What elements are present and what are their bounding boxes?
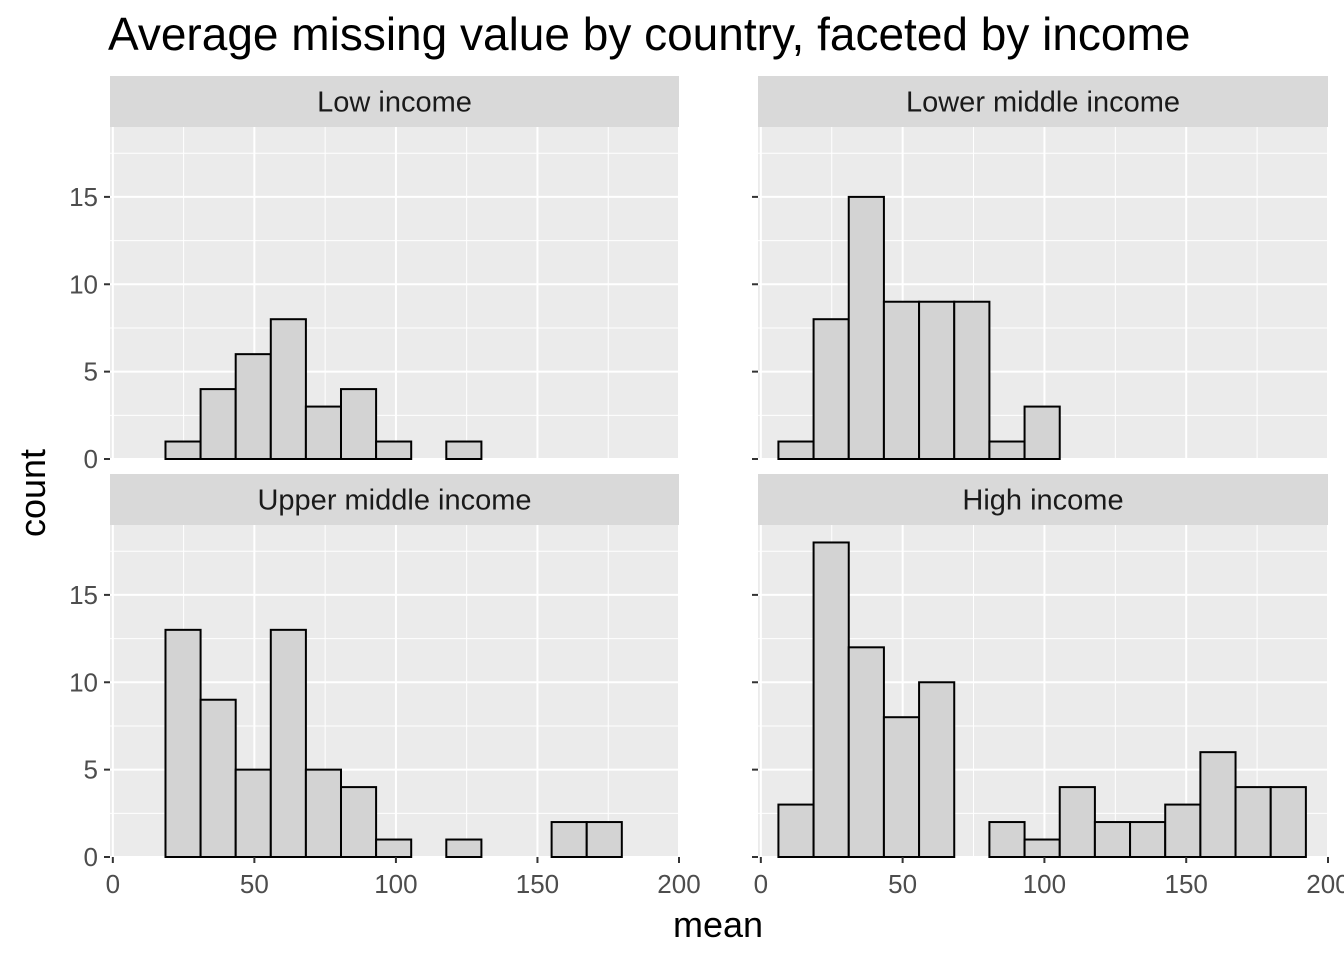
histogram-bar (1093, 821, 1132, 858)
histogram-bar (777, 803, 815, 858)
histogram-bar (199, 388, 237, 460)
x-tick-label: 200 (1306, 869, 1344, 899)
histogram-bar (199, 698, 237, 858)
histogram-bar (1058, 786, 1096, 859)
histogram-bar (585, 821, 623, 858)
histogram-bar (234, 353, 272, 460)
histogram-bar (918, 300, 956, 460)
facet-strip-label: High income (962, 485, 1123, 517)
y-tick-label: 0 (84, 444, 98, 474)
x-tick-label: 200 (657, 869, 700, 899)
histogram-bar (304, 768, 342, 859)
histogram-bar (812, 541, 850, 858)
histogram-bar (375, 440, 413, 460)
histogram-bar (1023, 405, 1061, 460)
histogram-bar (847, 195, 885, 460)
facet-panel: Lower middle income (758, 76, 1329, 461)
facet-panels: Low income Lower middle income Upper middl… (110, 76, 1329, 859)
facet-panel: Low income (110, 76, 680, 461)
histogram-bar (953, 300, 991, 460)
y-tick-label: 10 (69, 667, 98, 697)
facet-strip-label: Upper middle income (257, 485, 531, 517)
histogram-bar (1023, 838, 1061, 858)
chart-title: Average missing value by country, facete… (108, 8, 1190, 60)
histogram-bar (164, 440, 202, 460)
x-tick-label: 0 (106, 869, 120, 899)
facet-strip-label: Low income (317, 87, 472, 119)
histogram-bar (164, 628, 202, 858)
histogram-bar (445, 838, 483, 858)
histogram-bar (1269, 786, 1307, 859)
histogram-bar (882, 300, 921, 460)
y-tick-label: 15 (69, 182, 98, 212)
histogram-bar (1234, 786, 1272, 859)
histogram-bar (777, 440, 815, 460)
histogram-bar (339, 786, 378, 859)
y-tick-label: 10 (69, 269, 98, 299)
x-axis-title: mean (673, 904, 763, 945)
y-axis-title: count (12, 449, 53, 537)
facet-strip-label: Lower middle income (906, 87, 1180, 119)
histogram-bar (304, 405, 342, 460)
histogram-bar (918, 681, 956, 859)
y-tick-label: 15 (69, 580, 98, 610)
facet-strip (110, 76, 679, 127)
histogram-bar (988, 821, 1026, 858)
histogram-bar (1164, 803, 1202, 858)
histogram-bar (339, 388, 378, 460)
y-tick-label: 5 (84, 357, 98, 387)
x-tick-label: 150 (1165, 869, 1208, 899)
histogram-bar (812, 318, 850, 461)
x-tick-label: 150 (516, 869, 559, 899)
x-tick-label: 0 (754, 869, 768, 899)
facet-strip (758, 474, 1328, 525)
histogram-bar (234, 768, 272, 859)
histogram-bar (1199, 751, 1237, 858)
histogram-bar (269, 318, 307, 461)
histogram-bar (1129, 821, 1167, 858)
panel-background (110, 127, 679, 459)
histogram-bar (988, 440, 1026, 460)
histogram-bar (375, 838, 413, 858)
histogram-bar (847, 646, 885, 858)
x-tick-label: 50 (888, 869, 917, 899)
histogram-bar (445, 440, 483, 460)
facet-panel: Upper middle income (110, 474, 680, 859)
histogram-bar (550, 821, 588, 858)
x-tick-label: 100 (374, 869, 417, 899)
y-tick-label: 5 (84, 755, 98, 785)
histogram-bar (882, 716, 921, 858)
x-tick-label: 50 (240, 869, 269, 899)
facet-panel: High income (758, 474, 1329, 859)
histogram-bar (269, 628, 307, 858)
facet-strip (758, 76, 1328, 127)
x-tick-label: 100 (1023, 869, 1066, 899)
y-tick-label: 0 (84, 842, 98, 872)
facet-strip (110, 474, 679, 525)
